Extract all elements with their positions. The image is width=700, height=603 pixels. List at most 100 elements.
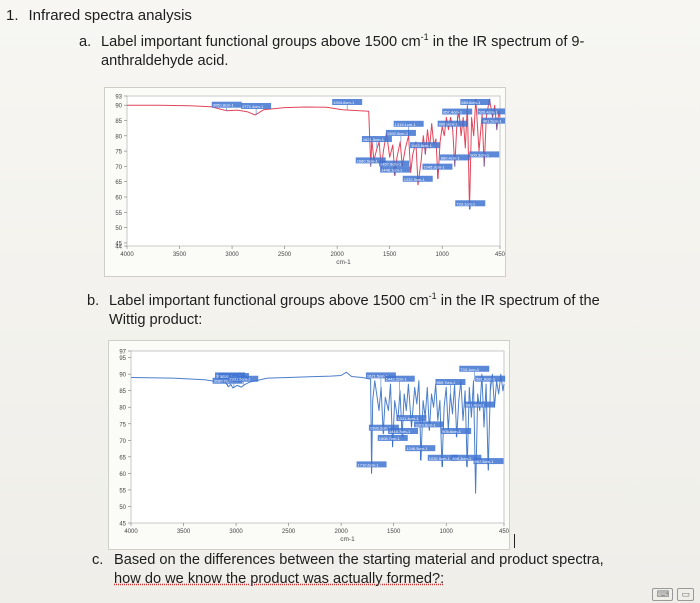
chart2-x-tick-label: 3000 — [229, 529, 243, 535]
chart2-peak-label-bg — [396, 415, 427, 422]
part-a-line1-post: in the IR spectrum of 9- — [428, 34, 585, 50]
chart2-peak-label-bg — [475, 375, 506, 382]
chart2-x-tick-label: 3500 — [177, 529, 191, 535]
chart1-peak-label-bg — [211, 101, 242, 108]
chart2-y-tick-label: 50 — [119, 505, 126, 511]
chart2-peak-label: 808.3cm-1 — [452, 456, 472, 461]
part-b-line1-post: in the IR spectrum of the — [436, 293, 600, 309]
part-c-letter: c. — [92, 552, 104, 568]
chart2-x-tick-label: 1000 — [440, 529, 454, 535]
chart1-x-tick-label: 450 — [495, 252, 505, 258]
chart1-y-tick-label: 60 — [115, 196, 122, 202]
chart2-peak-label-bg — [356, 461, 387, 468]
chart1-peak-label-bg — [393, 120, 424, 127]
chart2-peak-label-bg — [464, 401, 495, 408]
chart2-y-tick-label: 90 — [119, 373, 126, 379]
chart1-x-tick-label: 1500 — [383, 252, 397, 258]
chart2-peak-label-bg — [459, 365, 490, 372]
chart1-x-tick-label: 2500 — [278, 252, 292, 258]
chart1-peak-label: 1045.3cm-1 — [423, 165, 445, 170]
chart1-spectrum-line — [127, 98, 501, 210]
chart1-peak-label: 520.4cm-1 — [479, 109, 499, 114]
chart2-y-tick-label: 80 — [119, 406, 126, 412]
part-c-text: c. Based on the differences between the s… — [92, 551, 604, 589]
chart1-peak-label: 600.3cm-1 — [470, 152, 490, 157]
chart1-peak-label: 857.4cm-1 — [443, 110, 463, 115]
chart2-y-tick-label: 55 — [119, 488, 126, 494]
part-c-line2[interactable]: how do we know the product was actually … — [114, 571, 445, 587]
chart1-peak-label: 2771.4cm-1 — [242, 104, 264, 109]
chart1-peak-label: 481.5cm-1 — [483, 119, 503, 124]
chart2-peak-label: 1442.2cm-1 — [386, 377, 408, 382]
chart1-y-tick-label: 50 — [115, 226, 122, 232]
chart2-y-tick-label: 95 — [119, 356, 126, 362]
chart1-x-tick-label: 3500 — [173, 252, 187, 258]
chart1-peak-label-bg — [481, 117, 512, 124]
chart2-peak-label-bg — [405, 445, 436, 452]
chart2-peak-label: 1508.7cm-1 — [379, 436, 401, 441]
chart1-peak-label-bg — [439, 154, 470, 161]
chart1-y-tick-label: 70 — [115, 165, 122, 171]
chart2-peak-label-bg — [384, 375, 415, 382]
chart2-peak-label: 681.4cm-1 — [466, 403, 486, 408]
chart2-peak-label: 581.9cm-1 — [476, 377, 496, 382]
chart2-peak-label-bg — [451, 454, 482, 461]
chart1-peak-label-bg — [477, 108, 508, 115]
part-a-line1-pre: Label important functional groups above … — [101, 34, 421, 50]
chart1-peak-label-bg — [437, 120, 468, 127]
chart2-peak-label: 959.7cm-1 — [436, 380, 456, 385]
chart1-peak-label-bg — [332, 99, 363, 105]
chart1-y-tick-label: 55 — [115, 211, 122, 217]
chart1-peak-label-bg — [460, 99, 491, 105]
ir-spectrum-1: 93 90 85 80 75 70 65 60 55 50 45 44 4000 3500 3000 2500… — [104, 87, 512, 277]
corner-icons: ⌨ ▭ — [648, 588, 694, 601]
chart1-peak-label: 684.6cm-1 — [461, 100, 481, 105]
chart2-peak-label-bg — [388, 428, 419, 434]
chart2-peak-label-bg — [435, 379, 466, 385]
question-number: 1. — [6, 7, 19, 24]
chart2-peak-label: 1710.6cm-1 — [358, 462, 380, 467]
chart2-y-tick-label: 45 — [119, 522, 126, 528]
chart1-y-tick-label: 44 — [115, 245, 122, 251]
chart2-y-tick-label: 60 — [119, 472, 126, 478]
chart1-peak-label-bg — [402, 175, 433, 182]
chart1-peak-label-bg — [380, 166, 411, 173]
part-a-sup: -1 — [420, 32, 429, 42]
chart1-peak-label: 1621.5cm-1 — [363, 137, 385, 142]
chart1-peak-label: 1163.8cm-1 — [411, 143, 433, 148]
chart1-y-tick-label: 65 — [115, 180, 122, 186]
chart2-peak-label: 1246.5cm-1 — [406, 446, 428, 451]
part-b-line2: Wittig product: — [109, 312, 203, 328]
part-b-letter: b. — [87, 293, 100, 309]
chart2-peak-label-bg — [228, 375, 259, 382]
chart2-y-tick-label: 65 — [119, 455, 126, 461]
chart1-peak-label: 1392.9cm-1 — [387, 131, 409, 136]
part-b-sup: -1 — [428, 291, 437, 301]
chart1-y-tick-label: 80 — [115, 134, 122, 140]
chart1-x-tick-label: 3000 — [225, 252, 239, 258]
chart1-peak-label-bg — [385, 129, 416, 136]
chart1-peak-label: 733.1cm-1 — [456, 201, 476, 206]
chart2-peak-label: 905.6cm-1 — [442, 429, 462, 434]
part-a-letter: a. — [79, 34, 92, 50]
chart1-x-tick-label: 1000 — [436, 252, 450, 258]
chart1-peak-label: 1457.8cm-1 — [380, 162, 402, 167]
part-c-line1: Based on the differences between the sta… — [114, 552, 604, 568]
chart1-y-tick-label: 75 — [115, 150, 122, 156]
chart2-peak-label: 1032.9cm-1 — [429, 456, 451, 461]
chart1-peak-label: 880.4cm-1 — [441, 155, 461, 160]
chart2-peak-label-bg — [473, 458, 504, 465]
question-title: Infrared spectra analysis — [28, 7, 192, 24]
chart1-peak-label: 1904.6cm-1 — [333, 100, 355, 105]
chart2-y-tick-label: 70 — [119, 439, 126, 445]
chart1-y-tick-label: 85 — [115, 119, 122, 125]
chart2-peak-label-bg — [377, 434, 408, 441]
chart2-y-tick-label: 97 — [119, 350, 126, 356]
chart2-peak-label-bg — [427, 454, 458, 461]
chart2-peak-label-bg — [365, 372, 396, 379]
chart2-x-tick-label: 1500 — [387, 529, 401, 535]
chart1-x-tick-label: 2000 — [330, 252, 344, 258]
chart1-peak-label-bg — [355, 157, 386, 164]
